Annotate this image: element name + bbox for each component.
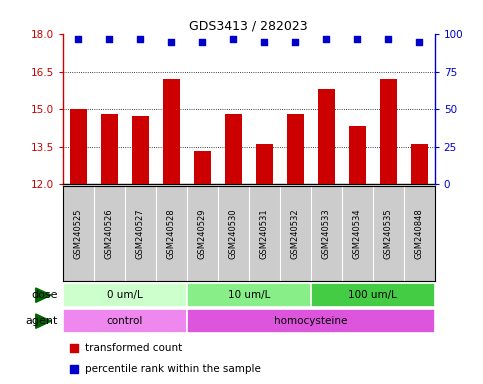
Bar — [187, 309, 435, 333]
Bar — [63, 309, 187, 333]
Point — [70, 345, 78, 351]
Text: GSM240531: GSM240531 — [260, 209, 269, 259]
Bar — [132, 116, 149, 184]
Bar — [287, 114, 304, 184]
Text: percentile rank within the sample: percentile rank within the sample — [85, 364, 261, 374]
Point — [136, 36, 144, 42]
Point — [384, 36, 392, 42]
Polygon shape — [36, 314, 51, 328]
Bar — [318, 89, 335, 184]
Bar — [101, 114, 118, 184]
Point — [291, 38, 299, 45]
Point — [260, 38, 268, 45]
Bar — [194, 151, 211, 184]
Bar — [187, 283, 311, 307]
Text: GSM240527: GSM240527 — [136, 209, 145, 259]
Bar — [70, 109, 87, 184]
Bar — [411, 144, 428, 184]
Point — [199, 38, 206, 45]
Bar — [256, 144, 273, 184]
Bar — [349, 126, 366, 184]
Point — [415, 38, 423, 45]
Text: agent: agent — [26, 316, 58, 326]
Text: GSM240525: GSM240525 — [74, 209, 83, 259]
Text: GSM240533: GSM240533 — [322, 208, 331, 259]
Text: GSM240532: GSM240532 — [291, 209, 300, 259]
Point — [322, 36, 330, 42]
Text: control: control — [107, 316, 143, 326]
Text: 10 um/L: 10 um/L — [227, 290, 270, 300]
Point — [74, 36, 82, 42]
Point — [229, 36, 237, 42]
Text: GSM240530: GSM240530 — [229, 209, 238, 259]
Text: 100 um/L: 100 um/L — [348, 290, 397, 300]
Bar — [311, 283, 435, 307]
Text: GSM240526: GSM240526 — [105, 209, 114, 259]
Text: GSM240535: GSM240535 — [384, 209, 393, 259]
Bar — [163, 79, 180, 184]
Text: homocysteine: homocysteine — [274, 316, 347, 326]
Bar — [225, 114, 242, 184]
Point — [354, 36, 361, 42]
Point — [105, 36, 113, 42]
Text: transformed count: transformed count — [85, 343, 183, 353]
Text: GSM240528: GSM240528 — [167, 209, 176, 259]
Bar — [380, 79, 397, 184]
Text: GSM240534: GSM240534 — [353, 209, 362, 259]
Text: dose: dose — [31, 290, 58, 300]
Text: GSM240848: GSM240848 — [415, 208, 424, 259]
Polygon shape — [36, 288, 51, 302]
Bar — [63, 283, 187, 307]
Text: 0 um/L: 0 um/L — [107, 290, 142, 300]
Point — [70, 366, 78, 372]
Title: GDS3413 / 282023: GDS3413 / 282023 — [189, 20, 308, 33]
Point — [168, 38, 175, 45]
Text: GSM240529: GSM240529 — [198, 209, 207, 259]
